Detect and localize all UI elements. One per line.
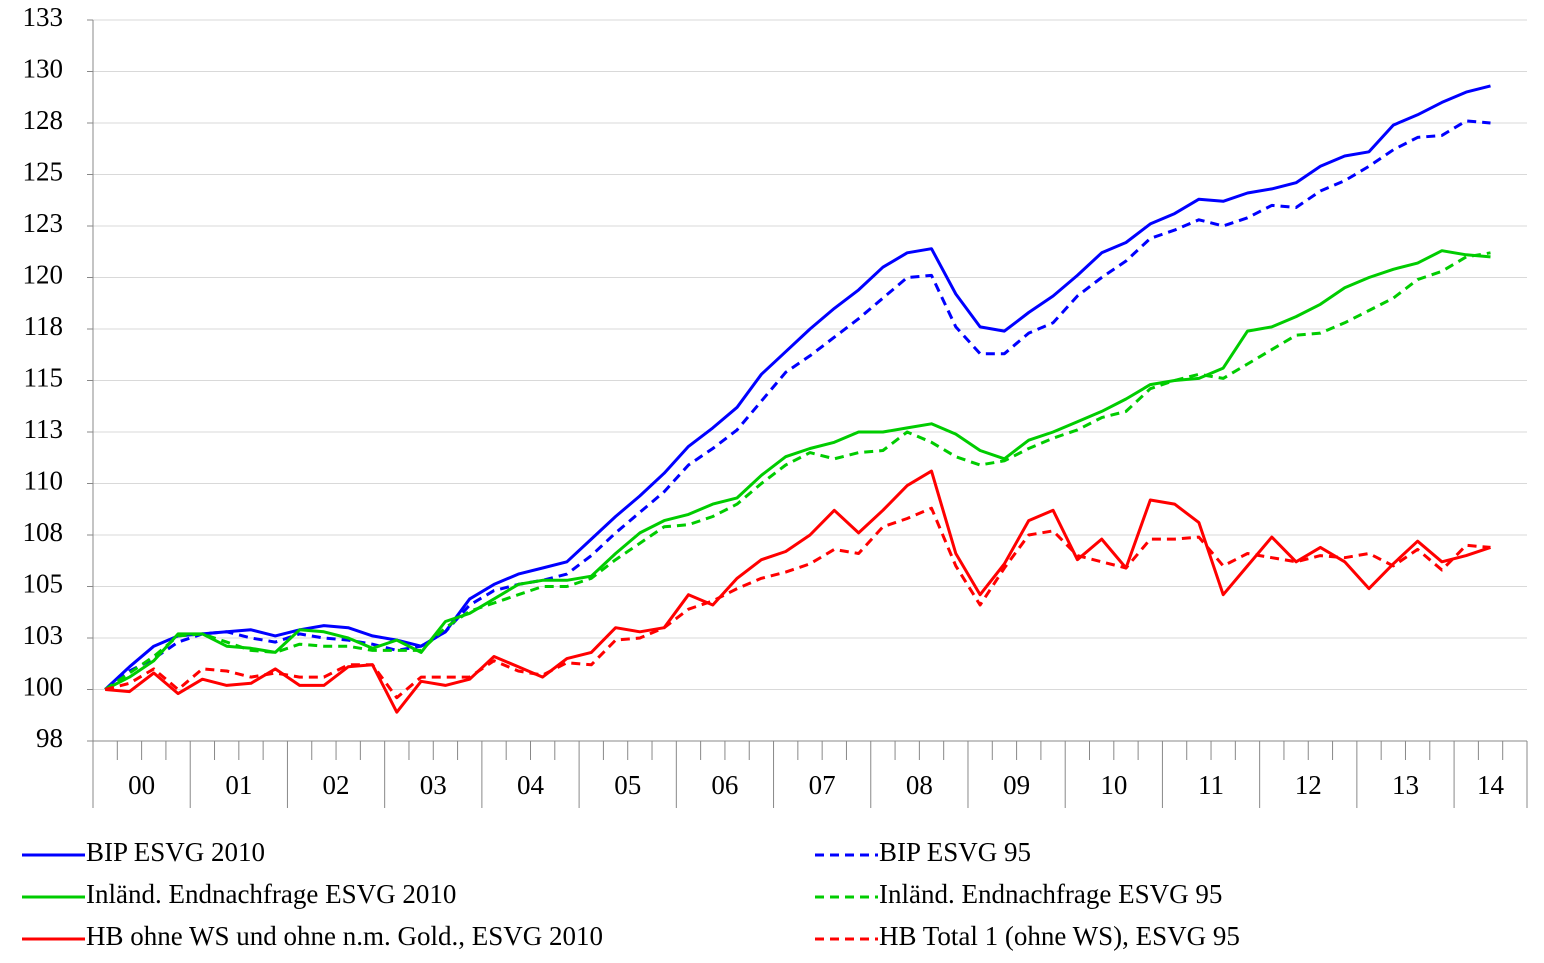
- x-tick-label: 12: [1295, 770, 1322, 800]
- y-tick-label: 125: [23, 157, 64, 187]
- x-tick-label: 02: [323, 770, 350, 800]
- y-tick-label: 123: [23, 208, 64, 238]
- x-tick-label: 10: [1100, 770, 1127, 800]
- legend-label: BIP ESVG 95: [879, 837, 1031, 867]
- x-tick-label: 09: [1003, 770, 1030, 800]
- x-tick-label: 11: [1198, 770, 1224, 800]
- y-tick-label: 108: [23, 517, 64, 547]
- x-tick-label: 13: [1392, 770, 1419, 800]
- y-tick-label: 118: [24, 311, 64, 341]
- legend-label: HB Total 1 (ohne WS), ESVG 95: [879, 921, 1240, 951]
- y-tick-label: 128: [23, 105, 64, 135]
- x-tick-label: 01: [225, 770, 252, 800]
- y-tick-label: 103: [23, 620, 64, 650]
- legend-label: BIP ESVG 2010: [86, 837, 265, 867]
- series-line: [104, 506, 1491, 700]
- y-tick-label: 100: [23, 672, 64, 702]
- series-line: [104, 251, 1491, 691]
- x-tick-label: 07: [809, 770, 836, 800]
- y-tick-label: 105: [23, 569, 64, 599]
- x-tick-label: 06: [711, 770, 738, 800]
- series-line: [104, 249, 1491, 691]
- x-tick-label: 14: [1477, 770, 1505, 800]
- y-tick-label: 130: [23, 54, 64, 84]
- y-tick-label: 110: [24, 466, 64, 496]
- legend-label: HB ohne WS und ohne n.m. Gold., ESVG 201…: [86, 921, 603, 951]
- x-tick-label: 08: [906, 770, 933, 800]
- x-tick-label: 00: [128, 770, 155, 800]
- series-line: [104, 84, 1491, 691]
- y-tick-label: 98: [36, 723, 63, 753]
- y-tick-label: 113: [24, 414, 64, 444]
- series-line: [105, 469, 1491, 714]
- y-tick-label: 115: [24, 363, 64, 393]
- y-tick-label: 120: [23, 260, 64, 290]
- x-tick-label: 04: [517, 770, 545, 800]
- legend-label: Inländ. Endnachfrage ESVG 2010: [86, 879, 456, 909]
- legend-label: Inländ. Endnachfrage ESVG 95: [879, 879, 1222, 909]
- y-tick-label: 133: [23, 2, 64, 32]
- x-tick-label: 05: [614, 770, 641, 800]
- x-tick-label: 03: [420, 770, 447, 800]
- series-line: [104, 119, 1491, 691]
